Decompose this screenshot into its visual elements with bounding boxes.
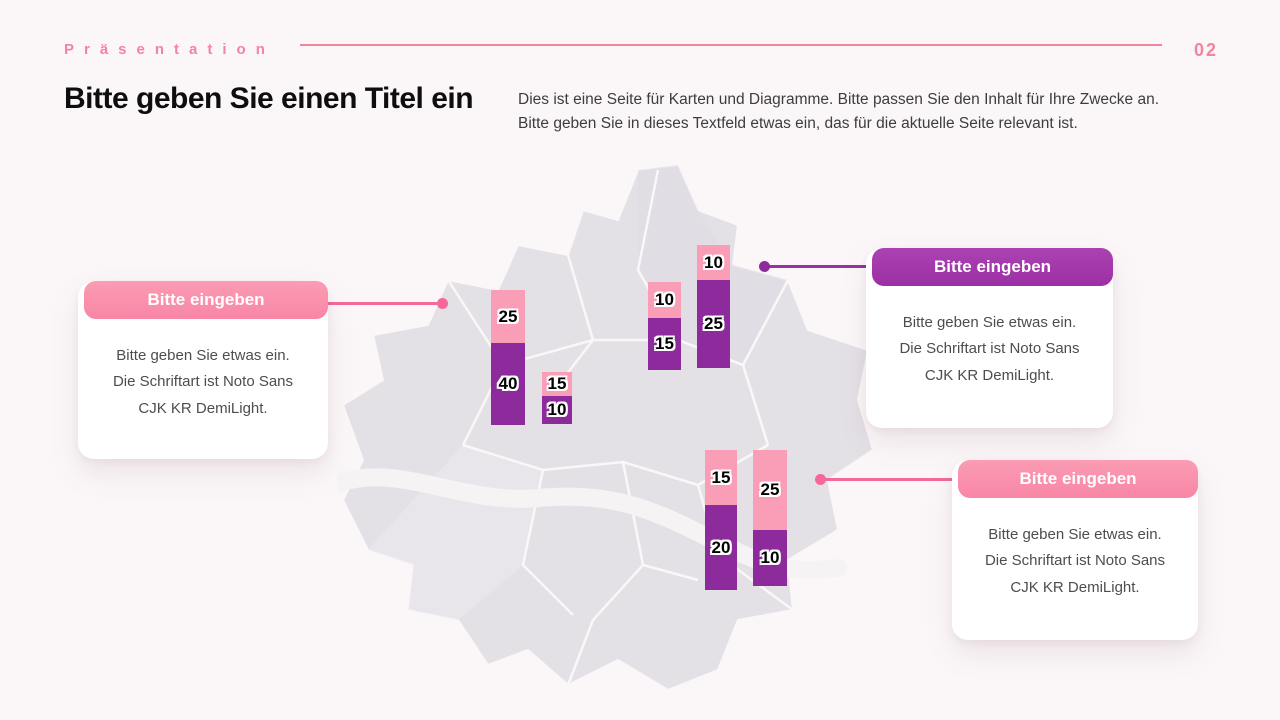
- bar-value-label: 20: [711, 537, 731, 557]
- callout-body-line: Bitte geben Sie etwas ein.: [116, 347, 290, 364]
- slide-description-line-1: Dies ist eine Seite für Karten und Diagr…: [518, 91, 1159, 108]
- callout-card-right-bottom-header: Bitte eingeben: [958, 460, 1198, 498]
- callout-card-right-bottom-body: Bitte geben Sie etwas ein. Die Schriftar…: [962, 522, 1188, 601]
- callout-card-left-body: Bitte geben Sie etwas ein. Die Schriftar…: [88, 343, 318, 422]
- bar-value-label: 40: [498, 374, 518, 393]
- bar-value-label: 25: [498, 306, 518, 326]
- right-bottom-callout-connector-line: [825, 478, 953, 481]
- bar-value-label: 15: [711, 467, 731, 487]
- bar-segment-pink: 15: [705, 450, 737, 505]
- stacked-bar-5: 15 20: [705, 450, 737, 590]
- slide-description: Dies ist eine Seite für Karten und Diagr…: [518, 88, 1208, 136]
- bar-value-label: 10: [704, 252, 723, 272]
- slide-description-line-2: Bitte geben Sie in dieses Textfeld etwas…: [518, 115, 1078, 133]
- bar-segment-pink: 25: [753, 450, 787, 530]
- city-district-map: [338, 150, 886, 698]
- page-number: 02: [1193, 40, 1218, 60]
- bar-segment-purple: 15: [648, 318, 681, 370]
- bar-segment-pink: 10: [697, 245, 730, 280]
- stacked-bar-6: 25 10: [753, 450, 787, 586]
- bar-value-label: 25: [760, 480, 780, 499]
- callout-body-line: CJK KR DemiLight.: [924, 366, 1055, 384]
- callout-card-right-top: Bitte eingeben Bitte geben Sie etwas ein…: [866, 248, 1113, 428]
- bar-segment-purple: 40: [491, 343, 525, 425]
- bar-value-label: 15: [547, 374, 567, 393]
- callout-body-line: Die Schriftart ist Noto Sans: [899, 340, 1080, 358]
- callout-body-line: Bitte geben Sie etwas ein.: [988, 526, 1162, 543]
- callout-body-line: Die Schriftart ist Noto Sans: [112, 373, 294, 391]
- bar-segment-purple: 25: [697, 280, 730, 368]
- stacked-bar-3: 10 15: [648, 282, 681, 370]
- callout-body-line: Die Schriftart ist Noto Sans: [984, 552, 1166, 570]
- callout-card-right-bottom: Bitte eingeben Bitte geben Sie etwas ein…: [952, 460, 1198, 640]
- right-top-callout-anchor-dot: [759, 261, 770, 272]
- bar-segment-pink: 10: [648, 282, 681, 318]
- right-top-callout-connector-line: [769, 265, 867, 268]
- bar-segment-pink: 15: [542, 372, 572, 396]
- bar-value-label: 15: [655, 334, 674, 353]
- callout-card-left-header: Bitte eingeben: [84, 281, 328, 319]
- bar-segment-pink: 25: [491, 290, 525, 343]
- bar-segment-purple: 20: [705, 505, 737, 590]
- callout-card-right-top-body: Bitte geben Sie etwas ein. Die Schriftar…: [876, 310, 1103, 389]
- seoul-map-graphic: [338, 163, 875, 692]
- callout-body-line: Bitte geben Sie etwas ein.: [902, 314, 1077, 331]
- bar-value-label: 25: [704, 314, 723, 333]
- callout-card-left: Bitte eingeben Bitte geben Sie etwas ein…: [78, 281, 328, 459]
- bar-segment-purple: 10: [753, 530, 787, 586]
- bar-value-label: 10: [547, 400, 567, 419]
- bar-segment-purple: 10: [542, 396, 572, 424]
- slide-title: Bitte geben Sie einen Titel ein: [64, 82, 474, 115]
- left-callout-connector-line: [328, 302, 438, 305]
- bar-value-label: 10: [655, 290, 674, 309]
- stacked-bar-4: 10 25: [697, 245, 730, 368]
- left-callout-anchor-dot: [437, 298, 448, 309]
- right-bottom-callout-anchor-dot: [815, 474, 826, 485]
- callout-body-line: CJK KR DemiLight.: [138, 399, 268, 417]
- top-divider-line: [300, 44, 1162, 46]
- slide-eyebrow: Präsentation: [64, 41, 275, 58]
- stacked-bar-2: 15 10: [542, 372, 572, 424]
- callout-body-line: CJK KR DemiLight.: [1010, 578, 1140, 596]
- stacked-bar-1: 25 40: [491, 290, 525, 425]
- bar-value-label: 10: [760, 548, 780, 567]
- callout-card-right-top-header: Bitte eingeben: [872, 248, 1113, 286]
